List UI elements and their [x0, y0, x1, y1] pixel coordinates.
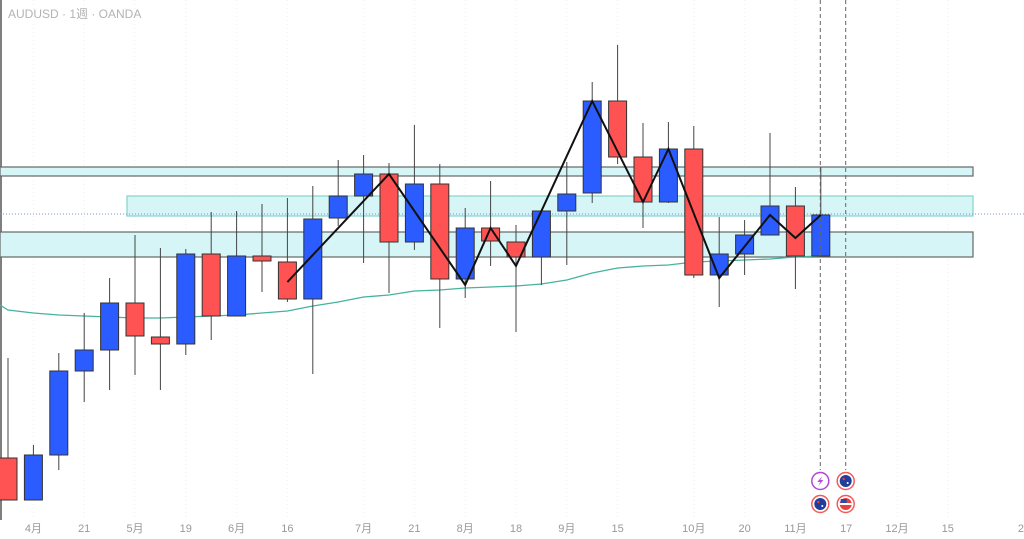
x-axis-tick-label: 21	[408, 523, 420, 535]
chart-title: AUDUSD · 1週 · OANDA	[8, 7, 142, 21]
x-axis-tick-label: 19	[180, 523, 192, 535]
x-axis-tick-label: 6月	[228, 523, 245, 535]
zigzag-line	[286, 98, 822, 288]
candle	[0, 358, 18, 501]
x-axis-tick-label: 21	[78, 523, 90, 535]
x-axis-tick-label: 20	[1018, 523, 1024, 535]
support-resistance-zone	[0, 166, 974, 177]
candle	[557, 162, 577, 265]
candle	[74, 313, 94, 402]
candle	[608, 45, 628, 164]
candle	[506, 225, 526, 332]
x-axis-tick-label: 7月	[355, 523, 372, 535]
x-axis-tick-label: 11月	[784, 523, 806, 535]
candle-body	[404, 183, 424, 243]
candle-body	[455, 227, 475, 280]
x-axis-tick-label: 20	[738, 523, 750, 535]
candle-body	[354, 173, 374, 197]
x-axis-tick-label: 15	[942, 523, 954, 535]
candle-body	[125, 302, 145, 337]
candle	[125, 235, 145, 375]
candle	[277, 198, 297, 302]
candle-body	[430, 183, 450, 280]
flag-stripe	[839, 503, 852, 505]
x-axis-tick-label: 15	[611, 523, 623, 535]
candle	[760, 133, 780, 236]
flag-fill	[839, 475, 852, 487]
candle-body	[506, 241, 526, 258]
candle-body	[49, 370, 69, 456]
candle-body	[277, 261, 297, 300]
flag-star	[846, 482, 849, 484]
australia-flag-icon	[836, 471, 855, 491]
x-axis-tick-label: 17	[840, 523, 852, 535]
candle	[430, 164, 450, 328]
candle-body	[328, 195, 348, 219]
candle	[23, 445, 43, 501]
flag-canton	[840, 499, 847, 503]
candle-body	[608, 100, 628, 158]
x-axis-tick-label: 16	[281, 523, 293, 535]
candle-body	[150, 336, 170, 345]
candle-body	[252, 255, 272, 262]
candle	[100, 278, 120, 390]
candle	[531, 210, 551, 285]
candle-body	[658, 148, 678, 203]
candle-body	[100, 302, 120, 351]
candle-body	[557, 193, 577, 212]
candle	[328, 160, 348, 226]
candle	[303, 186, 323, 374]
candle-body	[303, 218, 323, 300]
candle-body	[633, 156, 653, 203]
candle-body	[760, 205, 780, 236]
candle	[201, 212, 221, 340]
candle-body	[74, 349, 94, 372]
candle-body	[201, 253, 221, 317]
candle	[684, 126, 704, 278]
candle-body	[531, 210, 551, 258]
candle-body	[0, 457, 18, 501]
moving-average-line	[0, 255, 821, 319]
lightning-icon	[811, 471, 830, 491]
us-flag-icon	[836, 494, 855, 514]
candle	[176, 249, 196, 355]
x-axis-tick-label: 18	[510, 523, 522, 535]
candle-body	[709, 253, 729, 276]
candle	[227, 211, 247, 317]
flag-union	[842, 477, 845, 481]
candle-body	[227, 255, 247, 317]
candle-body	[23, 454, 43, 501]
candle	[150, 248, 170, 390]
x-axis-tick-label: 9月	[558, 523, 575, 535]
candle	[404, 125, 424, 250]
candle	[252, 204, 272, 292]
candle	[709, 217, 729, 307]
x-axis-tick-label: 12月	[885, 523, 908, 535]
candle	[354, 155, 374, 263]
x-axis-tick-label: 8月	[457, 523, 474, 535]
flag-fill	[814, 498, 827, 510]
flag-star	[821, 505, 824, 507]
x-axis-tick-label: 10月	[682, 523, 705, 535]
candle-body	[176, 253, 196, 345]
australia-flag-icon	[811, 494, 830, 514]
lightning-glyph	[817, 476, 824, 486]
x-axis-tick-label: 4月	[25, 523, 42, 535]
candle	[379, 163, 399, 293]
x-axis-tick-label: 5月	[126, 523, 143, 535]
candle	[49, 353, 69, 470]
flag-union	[817, 500, 820, 504]
